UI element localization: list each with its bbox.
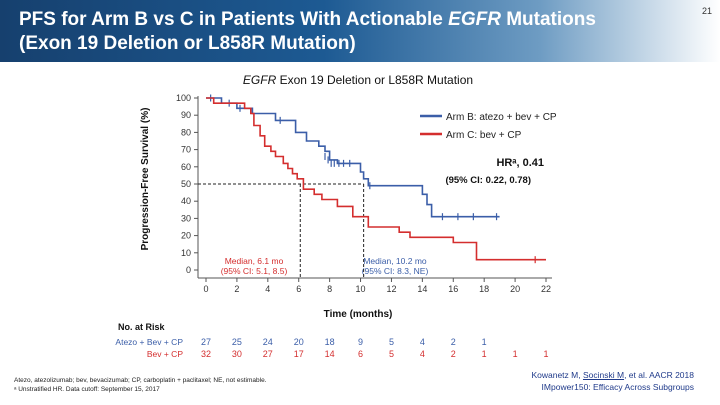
km-curve-2 bbox=[206, 97, 546, 261]
citation: Kowanetz M, Socinski M, et al. AACR 2018… bbox=[531, 370, 694, 392]
risk-value: 5 bbox=[389, 337, 394, 347]
risk-value: 24 bbox=[263, 337, 273, 347]
y-tick-label: 90 bbox=[181, 110, 191, 120]
y-tick-label: 70 bbox=[181, 145, 191, 155]
x-tick-label: 16 bbox=[448, 284, 458, 294]
km-curve-1 bbox=[206, 97, 500, 218]
footnote: Atezo, atezolizumab; bev, bevacizumab; C… bbox=[14, 377, 267, 393]
y-tick-label: 0 bbox=[186, 265, 191, 275]
x-tick-label: 8 bbox=[327, 284, 332, 294]
risk-value: 20 bbox=[294, 337, 304, 347]
x-tick-label: 4 bbox=[265, 284, 270, 294]
y-tick-label: 20 bbox=[181, 231, 191, 241]
risk-value: 5 bbox=[389, 349, 394, 359]
x-tick-label: 2 bbox=[234, 284, 239, 294]
risk-value: 1 bbox=[543, 349, 548, 359]
risk-value: 4 bbox=[420, 337, 425, 347]
y-tick-label: 60 bbox=[181, 162, 191, 172]
risk-value: 6 bbox=[358, 349, 363, 359]
risk-table-header: No. at Risk bbox=[118, 322, 166, 332]
risk-value: 14 bbox=[325, 349, 335, 359]
x-tick-label: 10 bbox=[356, 284, 366, 294]
risk-value: 17 bbox=[294, 349, 304, 359]
median-arm-c-line2: (95% CI: 5.1, 8.5) bbox=[221, 266, 288, 276]
risk-value: 30 bbox=[232, 349, 242, 359]
median-arm-c-line1: Median, 6.1 mo bbox=[225, 256, 284, 266]
x-tick-label: 22 bbox=[541, 284, 551, 294]
title-bar: PFS for Arm B vs C in Patients With Acti… bbox=[0, 0, 720, 62]
risk-value: 9 bbox=[358, 337, 363, 347]
median-arm-b-line1: Median, 10.2 mo bbox=[363, 256, 427, 266]
x-tick-label: 6 bbox=[296, 284, 301, 294]
risk-value: 4 bbox=[420, 349, 425, 359]
risk-value: 32 bbox=[201, 349, 211, 359]
y-tick-label: 30 bbox=[181, 213, 191, 223]
y-tick-label: 80 bbox=[181, 127, 191, 137]
y-tick-label: 40 bbox=[181, 196, 191, 206]
chart-title: EGFR Exon 19 Deletion or L858R Mutation bbox=[243, 73, 473, 87]
x-tick-label: 12 bbox=[386, 284, 396, 294]
legend-label-1: Arm B: atezo + bev + CP bbox=[446, 112, 557, 123]
slide-title: PFS for Arm B vs C in Patients With Acti… bbox=[19, 9, 596, 54]
risk-row-label-arm-c: Bev + CP bbox=[147, 349, 183, 359]
risk-value: 18 bbox=[325, 337, 335, 347]
slide-number: 21 bbox=[701, 6, 712, 16]
x-axis-label: Time (months) bbox=[324, 309, 393, 320]
y-tick-label: 100 bbox=[176, 93, 191, 103]
risk-value: 27 bbox=[263, 349, 273, 359]
x-tick-label: 18 bbox=[479, 284, 489, 294]
risk-row-label-arm-b: Atezo + Bev + CP bbox=[115, 337, 183, 347]
risk-value: 1 bbox=[513, 349, 518, 359]
median-arm-b-line2: (95% CI: 8.3, NE) bbox=[362, 266, 429, 276]
ci-label: (95% CI: 0.22, 0.78) bbox=[445, 175, 531, 186]
risk-value: 2 bbox=[451, 337, 456, 347]
risk-value: 25 bbox=[232, 337, 242, 347]
x-tick-label: 0 bbox=[203, 284, 208, 294]
hr-label: HRᵃ, 0.41 bbox=[496, 157, 544, 169]
risk-value: 27 bbox=[201, 337, 211, 347]
risk-value: 1 bbox=[482, 337, 487, 347]
y-tick-label: 50 bbox=[181, 179, 191, 189]
x-tick-label: 14 bbox=[417, 284, 427, 294]
x-tick-label: 20 bbox=[510, 284, 520, 294]
y-tick-label: 10 bbox=[181, 248, 191, 258]
legend-label-2: Arm C: bev + CP bbox=[446, 130, 522, 141]
risk-value: 2 bbox=[451, 349, 456, 359]
y-axis-label: Progression-Free Survival (%) bbox=[140, 108, 151, 251]
risk-value: 1 bbox=[482, 349, 487, 359]
